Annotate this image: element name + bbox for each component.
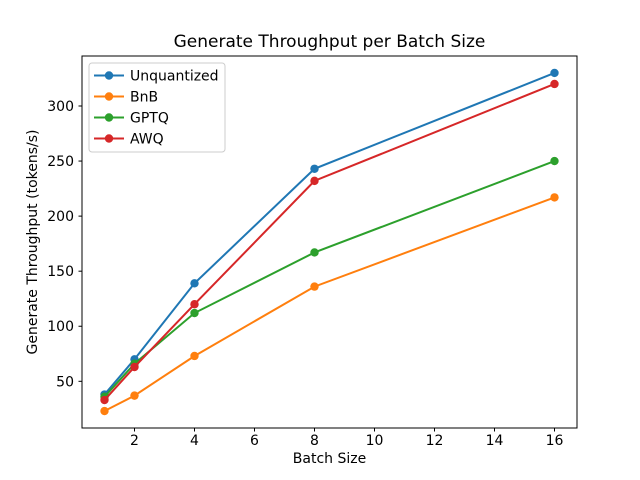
data-series: [100, 68, 559, 416]
series-marker-gptq: [550, 156, 559, 166]
y-tick-label: 250: [47, 154, 74, 170]
series-marker-bnb: [310, 282, 319, 291]
legend: Unquantized BnB GPTQ AWQ: [88, 62, 226, 153]
series-line-bnb: [104, 196, 555, 412]
y-tick-label: 200: [47, 209, 74, 225]
legend-label: AWQ: [130, 132, 164, 148]
series-marker-unquantized: [190, 279, 199, 288]
chart-title: Generate Throughput per Batch Size: [174, 32, 486, 52]
plot-border: [81, 55, 578, 429]
y-tick-label: 100: [47, 319, 74, 335]
x-tick-label: 8: [310, 433, 319, 449]
legend-marker: [104, 71, 114, 80]
x-tick-label: 6: [250, 433, 259, 449]
x-tick-label: 10: [366, 433, 384, 449]
legend-item-unquantized: Unquantized: [94, 69, 219, 85]
legend-item-bnb: BnB: [94, 90, 158, 106]
series-marker-awq: [100, 395, 109, 405]
series-line-gptq: [103, 160, 555, 398]
legend-marker: [104, 92, 114, 101]
legend-box: [88, 62, 226, 153]
legend-marker: [104, 113, 114, 122]
series-marker-bnb: [130, 391, 139, 400]
x-tick-label: 14: [486, 433, 504, 449]
y-tick-label: 150: [47, 264, 74, 280]
x-axis-label: Batch Size: [293, 451, 366, 467]
series-marker-bnb: [100, 406, 109, 416]
series-marker-gptq: [190, 308, 199, 318]
legend-item-awq: AWQ: [94, 132, 164, 148]
series-marker-bnb: [550, 193, 559, 202]
x-tick-label: 2: [130, 433, 139, 449]
series-marker-unquantized: [310, 164, 319, 173]
axes: 2 4 6 8 10 12 14 16 50 100 150 200 250 300: [47, 55, 578, 449]
series-marker-bnb: [190, 351, 199, 361]
x-tick-label: 12: [426, 433, 444, 449]
y-tick-label: 300: [47, 99, 74, 115]
series-marker-awq: [550, 79, 559, 89]
y-axis-label: Generate Throughput (tokens/s): [25, 130, 41, 355]
legend-item-gptq: GPTQ: [94, 111, 169, 127]
series-marker-unquantized: [550, 68, 559, 78]
legend-marker: [104, 134, 114, 143]
legend-label: GPTQ: [130, 111, 169, 127]
series-marker-gptq: [310, 248, 319, 257]
series-marker-awq: [130, 362, 139, 372]
legend-label: Unquantized: [130, 69, 219, 85]
y-tick-label: 50: [56, 374, 74, 390]
series-marker-awq: [310, 176, 319, 186]
legend-label: BnB: [130, 90, 158, 106]
series-marker-awq: [190, 300, 199, 309]
x-tick-label: 4: [190, 433, 199, 449]
x-tick-label: 16: [546, 433, 564, 449]
